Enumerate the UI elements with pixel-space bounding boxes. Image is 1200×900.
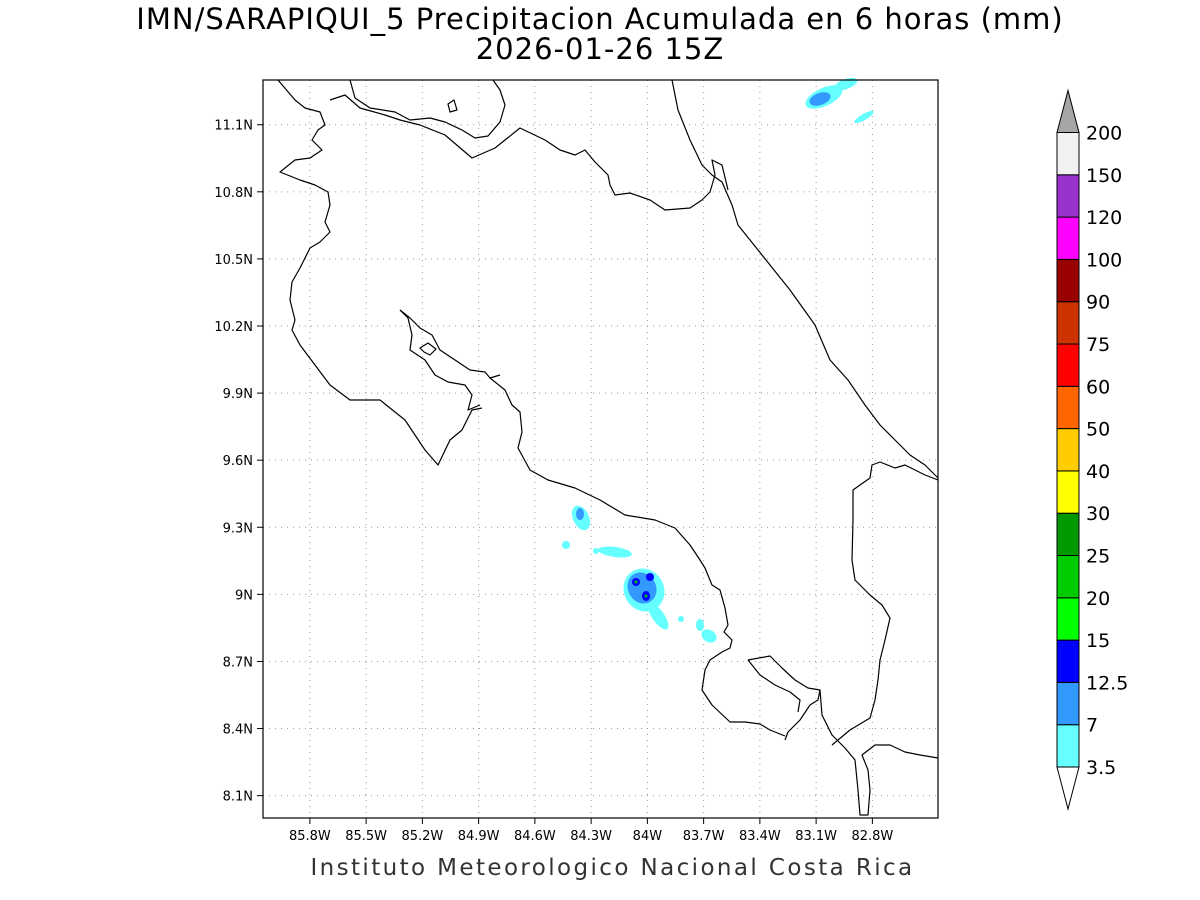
tick-label-lat: 9.3N bbox=[223, 521, 253, 536]
colorbar-level-label: 60 bbox=[1086, 376, 1110, 398]
axis-ticks: 85.8W 85.5W 85.2W 84.9W 84.6W 84.3W 84W 83.7W 83… bbox=[214, 119, 893, 844]
tick-label-lat: 10.8N bbox=[214, 186, 253, 201]
coastline bbox=[349, 79, 506, 139]
colorbar-level-label: 15 bbox=[1086, 630, 1110, 652]
precip-cell bbox=[576, 508, 584, 520]
precip-cell bbox=[854, 110, 874, 124]
tick-label-lon: 84.3W bbox=[570, 829, 612, 844]
precip-cell bbox=[644, 594, 648, 598]
island bbox=[419, 342, 437, 356]
map-frame bbox=[262, 79, 939, 819]
colorbar-swatch bbox=[1056, 428, 1080, 472]
coastline bbox=[671, 79, 939, 479]
border bbox=[329, 94, 729, 211]
colorbar-swatch bbox=[1056, 132, 1080, 176]
precip-cell bbox=[598, 546, 632, 558]
colorbar-level-label: 120 bbox=[1086, 207, 1122, 229]
precip-cell bbox=[634, 580, 638, 584]
precip-cell bbox=[646, 573, 654, 581]
tick-label-lon: 83.1W bbox=[795, 829, 837, 844]
colorbar-level-label: 12.5 bbox=[1086, 672, 1128, 694]
tick-label-lon: 84.9W bbox=[458, 829, 500, 844]
tick-label-lat: 8.4N bbox=[223, 723, 253, 738]
map-title: IMN/SARAPIQUI_5 Precipitacion Acumulada … bbox=[136, 2, 1064, 36]
precip-cell bbox=[647, 602, 669, 630]
colorbar-swatch bbox=[1056, 512, 1080, 557]
precip-cell bbox=[678, 616, 684, 622]
colorbar-level-label: 25 bbox=[1086, 546, 1110, 568]
tick-label-lon: 84W bbox=[633, 829, 663, 844]
colorbar-swatch bbox=[1056, 639, 1080, 683]
precip-cell bbox=[696, 619, 704, 631]
colorbar-level-label: 75 bbox=[1086, 334, 1110, 356]
precipitation-colorbar: 3.5 7 12.5 15 20 25 30 40 50 60 75 90 100 120 150 200 bbox=[1056, 88, 1128, 811]
precip-cell bbox=[593, 548, 599, 554]
colorbar-swatch bbox=[1056, 470, 1080, 514]
tick-label-lat: 9.6N bbox=[223, 454, 253, 469]
colorbar-swatch bbox=[1056, 681, 1080, 726]
colorbar-swatch bbox=[1056, 301, 1080, 345]
colorbar-swatch bbox=[1056, 258, 1080, 303]
coastline bbox=[747, 659, 801, 713]
tick-label-lon: 83.7W bbox=[683, 829, 725, 844]
precip-cell bbox=[809, 92, 831, 106]
tick-label-lat: 10.5N bbox=[214, 253, 253, 268]
tick-label-lon: 84.6W bbox=[514, 829, 556, 844]
coastline bbox=[489, 377, 786, 737]
tick-label-lon: 82.8W bbox=[851, 829, 893, 844]
tick-label-lon: 85.5W bbox=[345, 829, 387, 844]
map-gridlines bbox=[263, 80, 938, 818]
colorbar-top-arrow bbox=[1056, 88, 1080, 133]
tick-label-lat: 9.9N bbox=[223, 387, 253, 402]
tick-label-lon: 83.4W bbox=[739, 829, 781, 844]
colorbar-swatch bbox=[1056, 724, 1080, 768]
precip-cell bbox=[562, 541, 570, 549]
tick-label-lon: 85.2W bbox=[401, 829, 443, 844]
precip-cell bbox=[834, 77, 858, 91]
coastline bbox=[399, 309, 501, 379]
colorbar-swatch bbox=[1056, 174, 1080, 218]
colorbar-level-label: 100 bbox=[1086, 249, 1122, 271]
colorbar-swatch bbox=[1056, 555, 1080, 599]
footer-credit: Instituto Meteorologico Nacional Costa R… bbox=[310, 855, 915, 881]
colorbar-level-label: 20 bbox=[1086, 588, 1110, 610]
tick-label-lat: 9N bbox=[235, 588, 253, 603]
map-subtitle-date: 2026-01-26 15Z bbox=[475, 32, 725, 66]
colorbar-level-label: 200 bbox=[1086, 123, 1122, 145]
tick-label-lat: 11.1N bbox=[214, 119, 253, 134]
border bbox=[831, 461, 939, 746]
tick-label-lat: 10.2N bbox=[214, 320, 253, 335]
tick-label-lon: 85.8W bbox=[289, 829, 331, 844]
colorbar-swatch bbox=[1056, 216, 1080, 260]
precipitation-areas bbox=[562, 77, 874, 643]
island bbox=[447, 99, 458, 113]
colorbar-level-label: 90 bbox=[1086, 292, 1110, 314]
coastline bbox=[399, 309, 481, 411]
colorbar-level-label: 3.5 bbox=[1086, 757, 1116, 779]
colorbar-level-label: 40 bbox=[1086, 461, 1110, 483]
colorbar-swatch bbox=[1056, 385, 1080, 430]
coastlines-and-borders bbox=[277, 79, 939, 816]
tick-label-lat: 8.7N bbox=[223, 655, 253, 670]
coastline bbox=[747, 655, 821, 741]
colorbar-level-label: 50 bbox=[1086, 419, 1110, 441]
colorbar-level-label: 30 bbox=[1086, 503, 1110, 525]
coastline bbox=[277, 79, 483, 466]
precip-cell bbox=[701, 629, 717, 643]
colorbar-level-label: 7 bbox=[1086, 715, 1098, 737]
colorbar-swatch bbox=[1056, 343, 1080, 387]
colorbar-bottom-arrow bbox=[1056, 766, 1080, 811]
coastline bbox=[819, 689, 939, 816]
colorbar-level-label: 150 bbox=[1086, 165, 1122, 187]
colorbar-swatch bbox=[1056, 597, 1080, 641]
tick-label-lat: 8.1N bbox=[223, 790, 253, 805]
